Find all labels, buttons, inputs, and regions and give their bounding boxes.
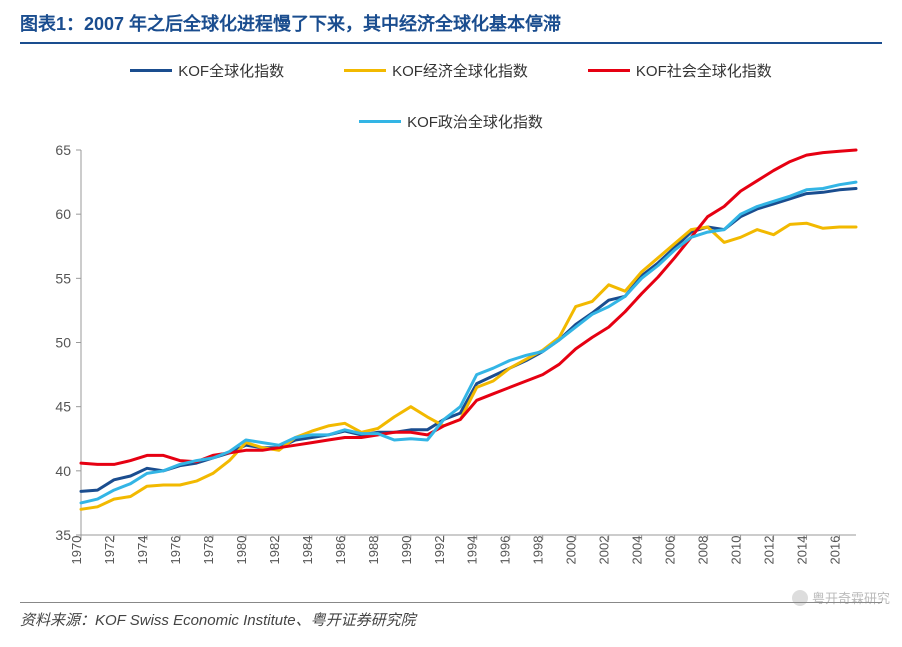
x-tick-label: 1970 — [69, 536, 84, 565]
legend-item-1: KOF经济全球化指数 — [344, 60, 528, 81]
x-tick-label: 2004 — [630, 536, 645, 565]
y-tick-label: 55 — [55, 270, 71, 286]
legend-label: KOF政治全球化指数 — [407, 111, 543, 132]
x-tick-label: 2014 — [795, 536, 810, 565]
y-tick-label: 60 — [55, 206, 71, 222]
y-tick-label: 65 — [55, 142, 71, 158]
legend-item-0: KOF全球化指数 — [130, 60, 284, 81]
x-tick-label: 2006 — [663, 536, 678, 565]
legend-item-2: KOF社会全球化指数 — [588, 60, 772, 81]
series-line-0 — [81, 189, 856, 492]
legend-swatch — [130, 69, 172, 72]
chart-legend: KOF全球化指数 KOF经济全球化指数 KOF社会全球化指数 KOF政治全球化指数 — [20, 52, 882, 140]
chart-svg: 3540455055606519701972197419761978198019… — [31, 140, 871, 590]
x-tick-label: 1998 — [531, 536, 546, 565]
series-line-1 — [81, 223, 856, 509]
y-tick-label: 40 — [55, 463, 71, 479]
x-tick-label: 2002 — [597, 536, 612, 565]
x-tick-label: 2008 — [696, 536, 711, 565]
legend-item-3: KOF政治全球化指数 — [359, 111, 543, 132]
x-tick-label: 1974 — [135, 536, 150, 565]
y-tick-label: 45 — [55, 399, 71, 415]
source-footer: 资料来源：KOF Swiss Economic Institute、粤开证券研究… — [20, 602, 882, 630]
x-tick-label: 1990 — [399, 536, 414, 565]
y-tick-label: 50 — [55, 335, 71, 351]
x-tick-label: 2000 — [564, 536, 579, 565]
x-tick-label: 1978 — [201, 536, 216, 565]
x-tick-label: 1980 — [234, 536, 249, 565]
chart-container: 图表1： 2007 年之后全球化进程慢了下来，其中经济全球化基本停滞 KOF全球… — [0, 0, 902, 647]
x-tick-label: 2012 — [762, 536, 777, 565]
x-tick-label: 2010 — [729, 536, 744, 565]
x-tick-label: 1986 — [333, 536, 348, 565]
series-line-3 — [81, 182, 856, 503]
title-text: 2007 年之后全球化进程慢了下来，其中经济全球化基本停滞 — [84, 10, 561, 36]
legend-label: KOF社会全球化指数 — [636, 60, 772, 81]
legend-label: KOF全球化指数 — [178, 60, 284, 81]
x-tick-label: 1994 — [465, 536, 480, 565]
x-tick-label: 1972 — [102, 536, 117, 565]
x-tick-label: 1984 — [300, 536, 315, 565]
legend-swatch — [359, 120, 401, 123]
x-tick-label: 1992 — [432, 536, 447, 565]
x-tick-label: 1982 — [267, 536, 282, 565]
legend-swatch — [344, 69, 386, 72]
source-text: 资料来源：KOF Swiss Economic Institute、粤开证券研究… — [20, 612, 416, 629]
series-line-2 — [81, 150, 856, 464]
x-tick-label: 1988 — [366, 536, 381, 565]
legend-label: KOF经济全球化指数 — [392, 60, 528, 81]
legend-swatch — [588, 69, 630, 72]
x-tick-label: 1976 — [168, 536, 183, 565]
x-tick-label: 1996 — [498, 536, 513, 565]
chart-title-bar: 图表1： 2007 年之后全球化进程慢了下来，其中经济全球化基本停滞 — [20, 10, 882, 44]
x-tick-label: 2016 — [828, 536, 843, 565]
chart-plot-area: 3540455055606519701972197419761978198019… — [31, 140, 871, 590]
title-prefix: 图表1： — [20, 10, 84, 36]
